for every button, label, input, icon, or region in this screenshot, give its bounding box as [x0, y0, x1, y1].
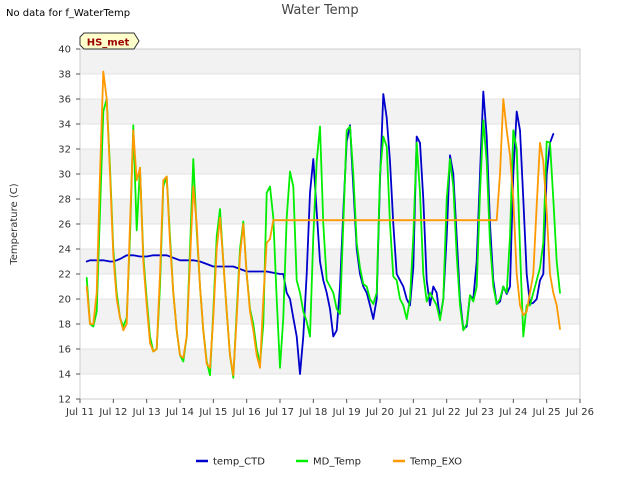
background-bands: [80, 49, 580, 374]
legend: temp_CTD MD_Temp Temp_EXO: [196, 457, 462, 468]
background-band: [80, 49, 580, 74]
series-line-Temp_EXO: [85, 70, 561, 377]
x-tick-label: Jul 20: [365, 407, 394, 418]
background-band: [80, 99, 580, 124]
background-band: [80, 349, 580, 374]
x-tick-label: Jul 24: [498, 407, 527, 418]
legend-label: MD_Temp: [313, 457, 361, 468]
series-lines: [85, 70, 561, 379]
x-tick-label: Jul 25: [532, 407, 561, 418]
y-axis: 12 14 16 18 20 22 24 26 28 30 32 34 36 38 40: [58, 45, 80, 406]
badge-label: HS_met: [87, 38, 130, 49]
y-tick-label: 22: [58, 270, 71, 281]
y-tick-label: 18: [58, 320, 71, 331]
y-tick-label: 38: [58, 70, 71, 81]
y-axis-label: Temperature (C): [9, 183, 20, 265]
badge-shape: [79, 32, 140, 50]
y-tick-label: 32: [58, 145, 71, 156]
y-tick-label: 34: [58, 120, 71, 131]
background-band: [80, 149, 580, 174]
legend-label: Temp_EXO: [409, 457, 462, 468]
x-axis: Jul 11 Jul 12 Jul 13 Jul 14 Jul 15 Jul 16 Jul …: [65, 399, 594, 418]
y-tick-label: 24: [58, 245, 71, 256]
y-tick-label: 14: [58, 370, 71, 381]
y-tick-label: 12: [58, 395, 71, 406]
series-line-temp_CTD: [85, 90, 555, 375]
chart-title: Water Temp: [281, 3, 359, 18]
y-tick-label: 26: [58, 220, 71, 231]
x-tick-label: Jul 17: [265, 407, 294, 418]
y-tick-label: 20: [58, 295, 71, 306]
x-tick-label: Jul 16: [232, 407, 261, 418]
hs-met-badge: HS_met: [79, 32, 140, 50]
y-tick-label: 30: [58, 170, 71, 181]
x-tick-label: Jul 13: [132, 407, 161, 418]
series-line-MD_Temp: [85, 98, 561, 379]
x-tick-label: Jul 11: [65, 407, 94, 418]
x-tick-label: Jul 19: [332, 407, 361, 418]
x-tick-label: Jul 15: [198, 407, 227, 418]
x-tick-label: Jul 12: [98, 407, 127, 418]
x-tick-label: Jul 14: [165, 407, 194, 418]
x-tick-label: Jul 23: [465, 407, 494, 418]
x-tick-label: Jul 26: [565, 407, 594, 418]
x-tick-label: Jul 21: [398, 407, 427, 418]
no-data-note: No data for f_WaterTemp: [6, 8, 131, 19]
y-tick-label: 28: [58, 195, 71, 206]
x-tick-label: Jul 18: [298, 407, 327, 418]
x-tick-label: Jul 22: [432, 407, 461, 418]
background-band: [80, 249, 580, 274]
y-tick-label: 36: [58, 95, 71, 106]
y-tick-label: 16: [58, 345, 71, 356]
legend-label: temp_CTD: [213, 457, 265, 468]
y-tick-label: 40: [58, 45, 71, 56]
